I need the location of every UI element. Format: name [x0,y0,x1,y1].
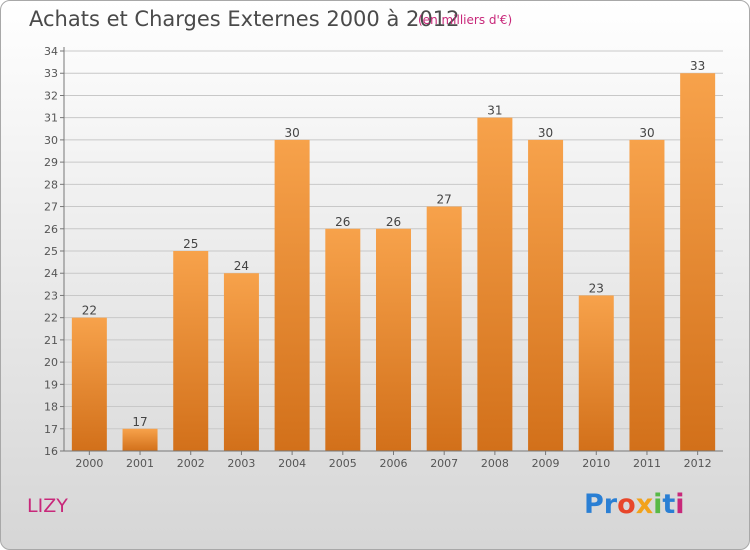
x-tick-label-2005: 2005 [329,457,357,470]
x-tick-label-2010: 2010 [582,457,610,470]
y-tick-label: 27 [44,201,58,214]
x-tick-label-2002: 2002 [177,457,205,470]
value-label-2007: 27 [437,193,452,207]
y-tick-label: 17 [44,423,58,436]
y-tick-label: 26 [44,223,58,236]
value-label-2003: 24 [234,259,249,273]
value-label-2000: 22 [82,304,97,318]
value-label-2005: 26 [335,215,350,229]
chart-title: Achats et Charges Externes 2000 à 2012 [29,7,460,31]
y-tick-label: 16 [44,445,58,458]
x-tick-label-2004: 2004 [278,457,306,470]
bar-2003 [223,273,259,451]
logo-letter: P [584,489,604,520]
value-label-2006: 26 [386,215,401,229]
logo-letter: i [653,489,663,520]
y-tick-label: 22 [44,312,58,325]
axes: 16 17 18 19 20 21 22 23 24 25 26 27 28 29 30 31 32 33 34 20… [44,45,723,470]
logo-letter: o [617,489,636,520]
bar-2007 [426,206,462,451]
x-tick-label-2003: 2003 [227,457,255,470]
x-tick-label-2007: 2007 [430,457,458,470]
bar-2001 [122,428,158,451]
value-label-2010: 23 [589,281,604,295]
y-tick-label: 21 [44,334,58,347]
bar-2011 [629,139,665,451]
y-tick-label: 25 [44,245,58,258]
y-tick-label: 18 [44,401,58,414]
bar-2000 [71,317,107,451]
value-label-2001: 17 [132,415,147,429]
logo-letter: i [675,489,685,520]
x-tick-label-2008: 2008 [481,457,509,470]
y-tick-label: 33 [44,67,58,80]
bar-2004 [274,139,310,451]
bar-2009 [528,139,564,451]
bar-2005 [325,228,361,451]
y-tick-label: 31 [44,112,58,125]
chart-subtitle: (en milliers d'€) [418,13,513,27]
x-tick-label-2001: 2001 [126,457,154,470]
logo-letter: r [603,489,618,520]
x-tick-label-2006: 2006 [380,457,408,470]
y-tick-label: 23 [44,289,58,302]
value-label-2002: 25 [183,237,198,251]
value-label-2004: 30 [284,126,299,140]
x-tick-label-2011: 2011 [633,457,661,470]
x-tick-label-2012: 2012 [684,457,712,470]
x-tick-label-2009: 2009 [532,457,560,470]
bar-2008 [477,117,513,452]
value-label-2008: 31 [487,104,502,118]
y-tick-label: 19 [44,378,58,391]
y-tick-label: 30 [44,134,58,147]
y-tick-label: 34 [44,45,58,58]
bar-2012 [680,73,716,451]
bars: 22 17 25 24 30 26 26 27 31 30 23 30 33 [71,59,716,452]
city-name: LIZY [27,495,68,517]
y-tick-label: 29 [44,156,58,169]
logo-letter: t [662,489,676,520]
bar-2010 [578,295,614,451]
y-tick-label: 24 [44,267,58,280]
bar-2002 [173,251,209,451]
value-label-2012: 33 [690,59,705,73]
value-label-2009: 30 [538,126,553,140]
y-tick-label: 28 [44,178,58,191]
x-tick-label-2000: 2000 [75,457,103,470]
proxiti-logo[interactable]: Proxiti [584,489,685,520]
value-label-2011: 30 [639,126,654,140]
logo-letter: x [635,489,654,520]
bar-2006 [376,228,411,451]
y-tick-label: 32 [44,89,58,102]
y-tick-label: 20 [44,356,58,369]
